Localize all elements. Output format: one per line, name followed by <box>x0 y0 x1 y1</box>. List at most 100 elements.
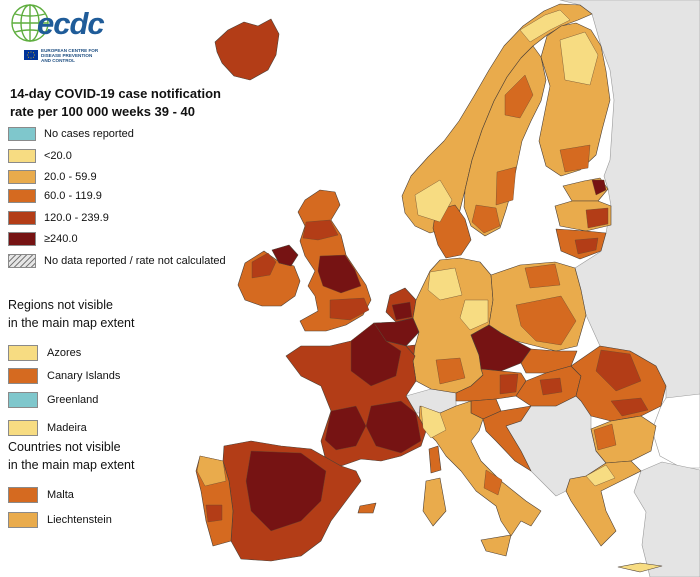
legend-item: 120.0 - 239.9 <box>8 211 109 225</box>
region-finland-north <box>559 31 599 86</box>
regions-heading-line-1: Regions not visible <box>8 298 113 312</box>
region-poland-north <box>524 263 561 289</box>
legend-swatch <box>8 487 38 503</box>
region-portugal-north <box>196 455 227 487</box>
region-label: Greenland <box>47 394 99 406</box>
legend-label: 120.0 - 239.9 <box>44 212 109 224</box>
region-item-canary-islands: Canary Islands <box>8 368 120 384</box>
legend-swatch <box>8 392 38 408</box>
region-spain-center <box>245 450 327 532</box>
legend-swatch <box>8 149 36 163</box>
legend-label: <20.0 <box>44 150 72 162</box>
region-uk-south <box>329 297 370 321</box>
regions-heading-line-2: in the main map extent <box>8 316 135 330</box>
legend-swatch <box>8 368 38 384</box>
region-italy-north-west <box>420 405 447 439</box>
legend-swatch <box>8 170 36 184</box>
countries-heading-line-1: Countries not visible <box>8 440 121 454</box>
legend-swatch <box>8 189 36 203</box>
org-line: EUROPEAN CENTRE FOR <box>41 48 99 53</box>
region-item-azores: Azores <box>8 345 81 361</box>
region-italy-campania <box>483 469 503 496</box>
legend-swatch <box>8 211 36 225</box>
region-sweden-stockholm <box>495 166 517 206</box>
map-title-line-2: rate per 100 000 weeks 39 - 40 <box>10 104 196 119</box>
legend-item: 20.0 - 59.9 <box>8 170 97 184</box>
region-norway-north <box>519 9 571 43</box>
region-iceland <box>214 18 280 81</box>
ecdc-wordmark: ecdc <box>37 6 105 41</box>
region-balearic-islands <box>357 502 377 514</box>
globe-icon <box>11 4 49 42</box>
region-greece <box>565 460 642 547</box>
region-ireland-north <box>251 252 277 279</box>
region-northern-ireland <box>271 244 299 267</box>
region-france-south-west <box>324 405 367 451</box>
region-hungary-budapest <box>539 377 563 396</box>
region-romania-center <box>595 349 642 392</box>
region-estonia-east <box>591 179 607 196</box>
region-norway-south <box>414 179 453 223</box>
legend-swatch <box>8 232 36 246</box>
region-item-greenland: Greenland <box>8 392 98 408</box>
legend-label: 60.0 - 119.9 <box>44 190 102 202</box>
region-sardinia <box>422 477 447 527</box>
region-france-north <box>350 322 402 387</box>
legend-item: No cases reported <box>8 127 134 141</box>
region-uk-scotland-belt <box>302 219 339 241</box>
map-title-line-1: 14-day COVID-19 case notification <box>10 86 221 101</box>
region-lithuania-vilnius <box>574 237 599 255</box>
legend-label: ≥240.0 <box>44 233 78 245</box>
region-greece-north <box>585 464 616 487</box>
region-latvia-east <box>585 207 609 229</box>
region-poland-south <box>515 295 577 346</box>
legend-item: No data reported / rate not calculated <box>8 254 226 268</box>
legend-label: No cases reported <box>44 128 134 140</box>
region-crete <box>617 562 663 573</box>
region-slovakia <box>520 348 578 374</box>
country-label: Malta <box>47 489 74 501</box>
region-label: Azores <box>47 347 82 359</box>
region-germany-south <box>435 357 466 385</box>
legend-item: <20.0 <box>8 149 72 163</box>
region-corsica <box>428 445 442 474</box>
region-france-south-east <box>365 400 422 454</box>
legend-swatch <box>8 127 36 141</box>
region-portugal-lisbon <box>205 504 223 523</box>
region-romania-south <box>610 397 649 417</box>
region-denmark <box>432 204 472 259</box>
region-label: Madeira <box>47 422 87 434</box>
legend-item: 60.0 - 119.9 <box>8 189 102 203</box>
region-sicily <box>480 534 512 557</box>
region-finland-south <box>559 144 591 173</box>
country-label: Liechtenstein <box>47 514 112 526</box>
region-germany-east <box>459 299 489 331</box>
black-sea <box>651 393 700 469</box>
hatched-swatch <box>8 254 36 268</box>
region-sweden-south <box>471 204 501 234</box>
legend-label: No data reported / rate not calculated <box>44 255 226 267</box>
legend-label: 20.0 - 59.9 <box>44 171 97 183</box>
legend-swatch <box>8 420 38 436</box>
region-austria-east <box>499 373 519 395</box>
legend-item: ≥240.0 <box>8 232 78 246</box>
legend-swatch <box>8 512 38 528</box>
countries-heading-line-2: in the main map extent <box>8 458 135 472</box>
region-bulgaria-west <box>593 423 617 451</box>
region-uk-north-england <box>317 254 362 294</box>
region-sweden-north <box>504 74 534 119</box>
country-item-malta: Malta <box>8 487 74 503</box>
org-line: DISEASE PREVENTION <box>41 53 93 58</box>
region-label: Canary Islands <box>47 370 121 382</box>
region-italy <box>418 400 542 537</box>
legend-swatch <box>8 345 38 361</box>
ecdc-organisation-name: EUROPEAN CENTRE FOR DISEASE PREVENTION A… <box>41 48 98 63</box>
org-line: AND CONTROL <box>41 58 75 63</box>
eu-flag-icon <box>24 50 38 60</box>
region-netherlands-south <box>391 301 413 321</box>
region-germany-north <box>427 267 463 301</box>
country-item-liechtenstein: Liechtenstein <box>8 512 112 528</box>
region-croatia <box>482 405 532 472</box>
